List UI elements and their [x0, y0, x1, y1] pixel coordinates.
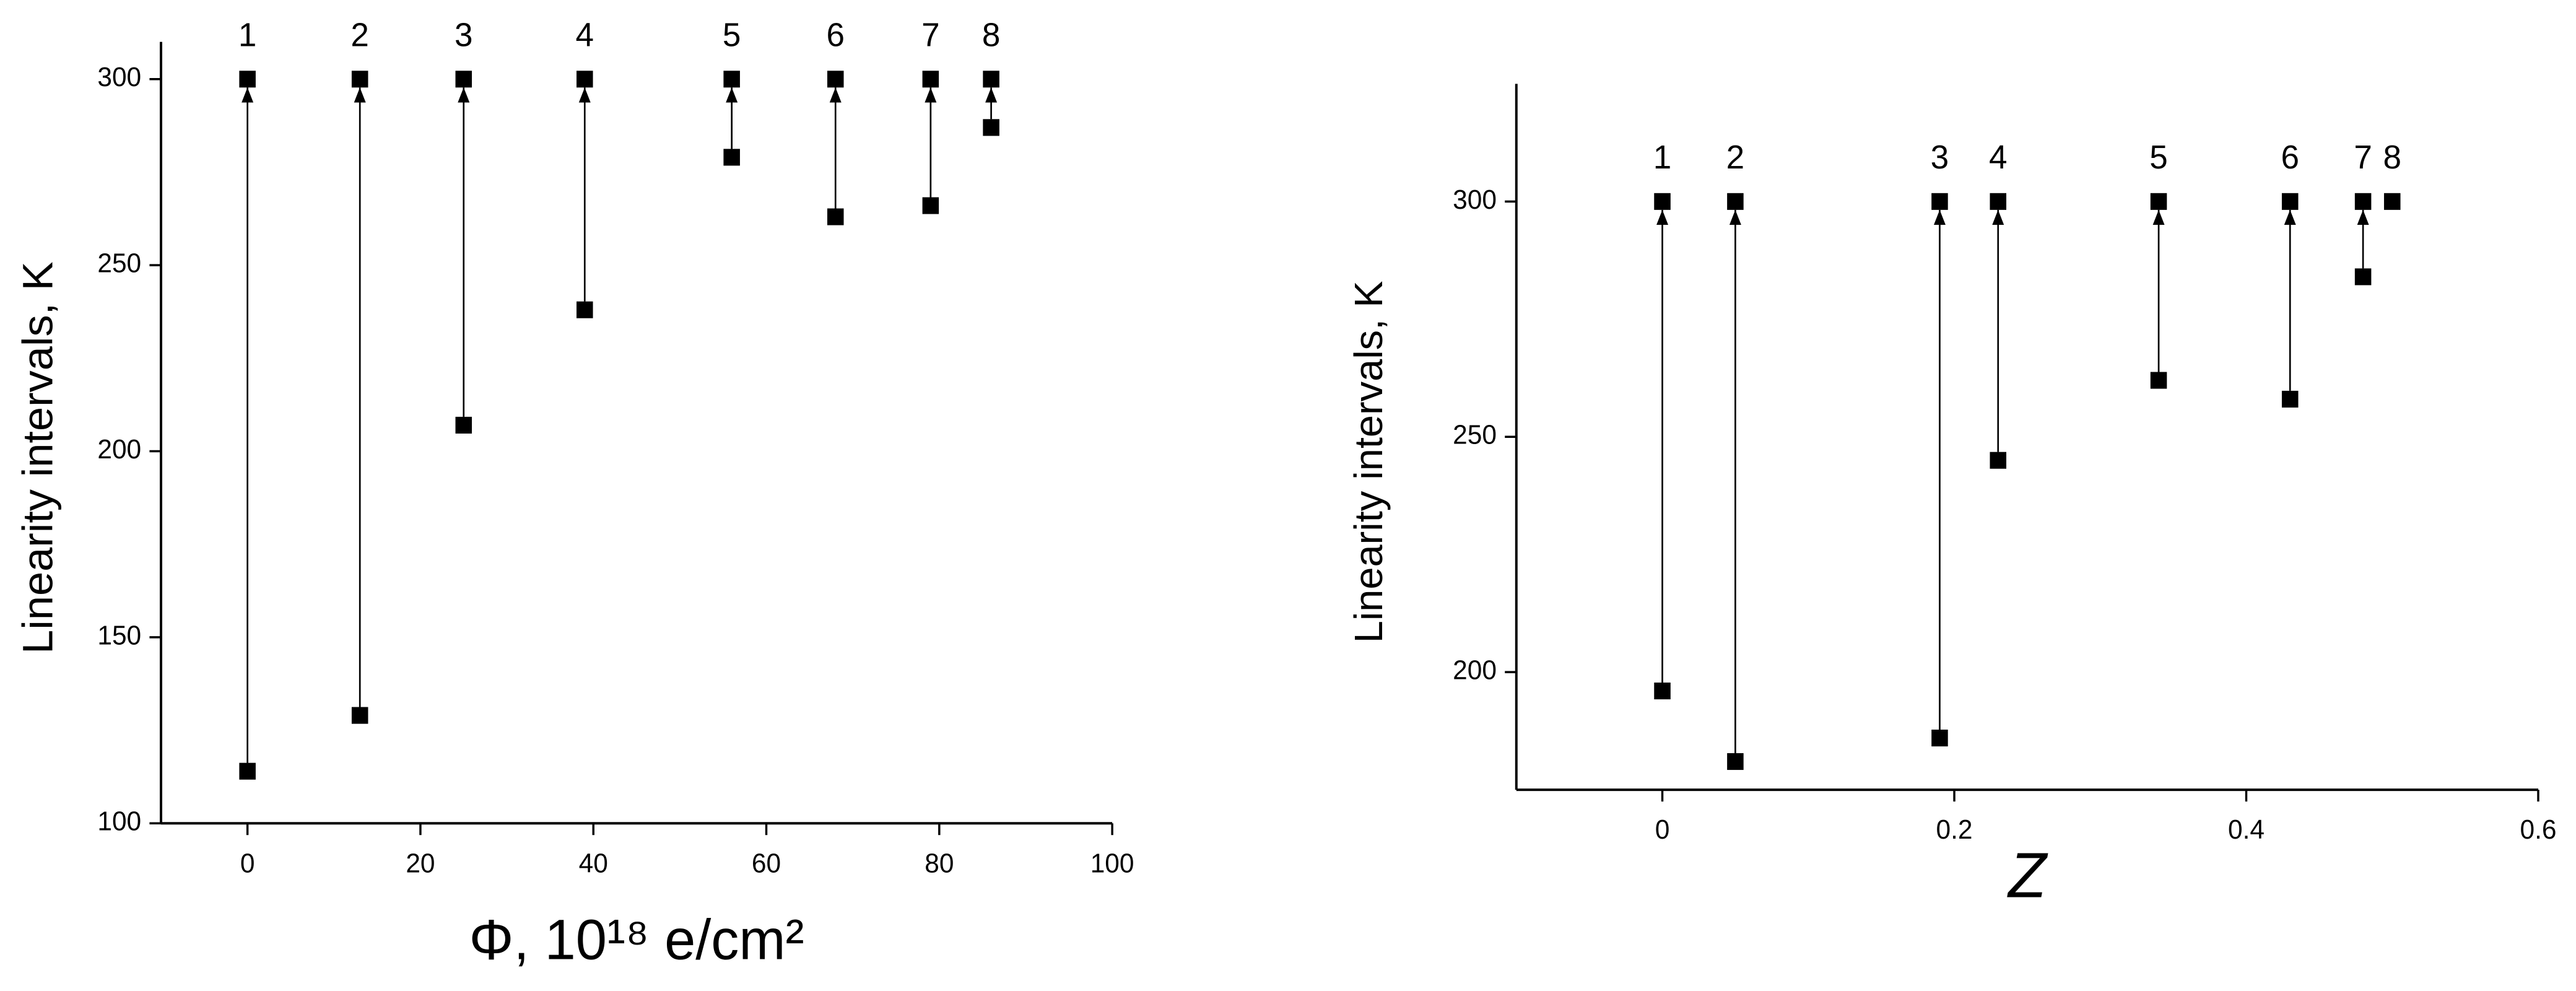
point-label: 1 — [238, 16, 257, 54]
low-point — [723, 149, 740, 166]
high-point — [2383, 193, 2401, 210]
y-tick-label: 150 — [97, 621, 141, 650]
low-point — [983, 119, 999, 136]
y-tick-label: 200 — [97, 435, 141, 465]
point-label: 4 — [576, 16, 594, 54]
x-tick-label: 0.6 — [2520, 815, 2556, 845]
high-point — [1931, 193, 1948, 210]
low-point — [239, 762, 256, 780]
y-axis-label: Linearity intervals, K — [1347, 281, 1391, 643]
point-label: 7 — [921, 16, 940, 54]
low-point — [2150, 372, 2167, 389]
point-label: 6 — [2281, 138, 2299, 176]
point-label: 5 — [2149, 138, 2168, 176]
low-point — [1654, 683, 1671, 700]
high-point — [577, 71, 593, 88]
point-label: 2 — [350, 16, 369, 54]
low-point — [827, 208, 844, 225]
high-point — [1727, 193, 1744, 210]
y-axis-label: Linearity intervals, K — [14, 261, 61, 654]
point-label: 8 — [982, 16, 1001, 54]
x-tick-label: 40 — [579, 849, 608, 878]
x-tick-label: 0 — [1655, 815, 1670, 845]
high-point — [455, 71, 472, 88]
high-point — [2150, 193, 2167, 210]
high-point — [2354, 193, 2372, 210]
high-point — [983, 71, 999, 88]
x-tick-label: 80 — [925, 849, 954, 878]
y-tick-label: 250 — [1453, 420, 1497, 450]
low-point — [1990, 452, 2006, 469]
point-label: 2 — [1726, 138, 1745, 176]
x-axis-label: Φ, 10¹⁸ e/cm² — [469, 909, 804, 972]
point-label: 3 — [1931, 138, 1949, 176]
point-label: 8 — [2383, 138, 2401, 176]
high-point — [827, 71, 844, 88]
y-tick-label: 250 — [97, 248, 141, 278]
point-label: 4 — [1989, 138, 2008, 176]
high-point — [239, 71, 256, 88]
high-point — [723, 71, 740, 88]
point-label: 7 — [2354, 138, 2372, 176]
low-point — [922, 197, 939, 214]
x-tick-label: 20 — [406, 849, 435, 878]
x-axis-label: Z — [2007, 840, 2048, 911]
point-label: 6 — [826, 16, 845, 54]
point-label: 1 — [1653, 138, 1672, 176]
y-tick-label: 100 — [97, 806, 141, 836]
high-point — [351, 71, 368, 88]
low-point — [351, 707, 368, 724]
low-point — [2354, 268, 2372, 286]
high-point — [2281, 193, 2299, 210]
y-tick-label: 200 — [1453, 655, 1497, 685]
high-point — [922, 71, 939, 88]
x-tick-label: 0.2 — [1936, 815, 1973, 845]
x-tick-label: 0 — [240, 849, 255, 878]
low-point — [577, 301, 593, 318]
y-tick-label: 300 — [97, 63, 141, 92]
x-tick-label: 0.4 — [2228, 815, 2265, 845]
low-point — [2281, 390, 2299, 408]
low-point — [1727, 753, 1744, 771]
point-label: 5 — [723, 16, 741, 54]
high-point — [1654, 193, 1671, 210]
high-point — [1990, 193, 2006, 210]
y-tick-label: 300 — [1453, 185, 1497, 214]
point-label: 3 — [455, 16, 473, 54]
x-tick-label: 60 — [752, 849, 781, 878]
low-point — [455, 416, 472, 434]
x-tick-label: 100 — [1090, 849, 1134, 878]
low-point — [1931, 730, 1948, 747]
